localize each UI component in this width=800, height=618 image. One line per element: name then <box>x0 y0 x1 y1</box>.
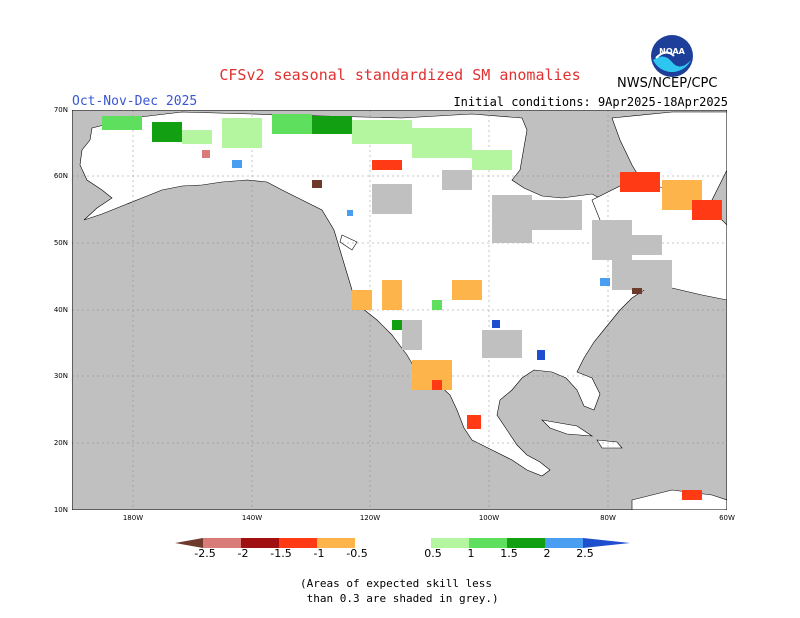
lat-label: 30N <box>53 372 68 380</box>
initial-conditions: Initial conditions: 9Apr2025-18Apr2025 <box>453 95 728 109</box>
skill-note-line1: (Areas of expected skill less <box>300 577 493 590</box>
colorbar <box>175 538 630 548</box>
colorbar-label: 2.5 <box>576 547 594 560</box>
lon-label: 180W <box>122 514 144 522</box>
skill-note-line2: than 0.3 are shaded in grey.) <box>300 592 499 605</box>
colorbar-arrow-left <box>175 538 203 548</box>
forecast-period: Oct-Nov-Dec 2025 <box>72 94 198 109</box>
map-title: CFSv2 seasonal standardized SM anomalies <box>219 66 581 84</box>
colorbar-label: -0.5 <box>346 547 368 560</box>
lat-label: 20N <box>53 439 68 447</box>
anomaly-cells <box>102 114 722 500</box>
lat-label: 50N <box>53 239 68 247</box>
hispaniola-land <box>596 439 623 449</box>
colorbar-label: 1.5 <box>500 547 518 560</box>
colorbar-label: 2 <box>543 547 551 560</box>
lon-label: 140W <box>241 514 263 522</box>
colorbar-label: -1.5 <box>270 547 292 560</box>
colorbar-label: -2.5 <box>194 547 216 560</box>
lat-label: 60N <box>53 172 68 180</box>
noaa-logo: NOAA <box>651 35 693 77</box>
colorbar-label: -2 <box>237 547 249 560</box>
anomaly-map <box>72 110 727 510</box>
lon-label: 80W <box>600 514 616 522</box>
lat-label: 70N <box>53 106 68 114</box>
lon-label: 60W <box>719 514 735 522</box>
colorbar-label: 0.5 <box>424 547 442 560</box>
noaa-logo-text: NOAA <box>659 47 685 56</box>
lat-label: 10N <box>53 506 68 514</box>
lon-label: 100W <box>478 514 500 522</box>
cuba-land <box>541 419 594 437</box>
skill-note: (Areas of expected skill less than 0.3 a… <box>300 576 580 606</box>
agency-label: NWS/NCEP/CPC <box>617 76 718 91</box>
vancouver-island <box>339 234 358 251</box>
lon-label: 120W <box>359 514 381 522</box>
colorbar-label: 1 <box>467 547 475 560</box>
colorbar-arrow-right <box>583 538 630 548</box>
south-america-land <box>631 489 727 510</box>
lat-lon-grid <box>72 110 727 510</box>
low-skill-shading <box>372 170 672 358</box>
lat-label: 40N <box>53 306 68 314</box>
colorbar-label: -1 <box>313 547 325 560</box>
